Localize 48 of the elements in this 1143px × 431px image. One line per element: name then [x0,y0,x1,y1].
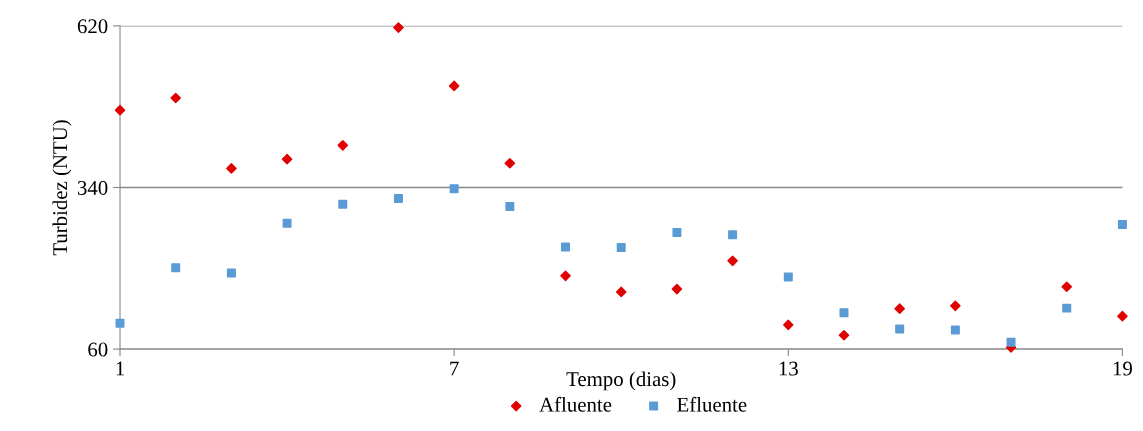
point [114,104,126,116]
x-tick-label: 19 [1113,361,1132,376]
point [950,300,961,312]
y-axis-title: Turbidez (NTU) [52,120,72,256]
point [1061,281,1073,293]
point [170,92,182,104]
point [281,153,293,165]
point [838,329,850,341]
legend-label: Efluente [677,396,747,412]
point [393,193,403,203]
point [672,228,682,238]
point [894,303,905,315]
point [393,22,404,33]
point [448,80,460,92]
point [727,255,738,267]
y-tick-label: 340 [77,180,108,195]
x-tick-label: 1 [116,361,124,376]
point [950,325,960,335]
point [782,319,794,331]
point [226,268,236,278]
y-tick-label: 60 [88,342,108,357]
point [615,286,627,298]
point [226,163,237,174]
point [1006,337,1016,347]
point [1117,219,1127,229]
point [728,230,738,240]
point [171,263,181,273]
x-tick-label: 7 [450,361,459,376]
point [338,199,348,209]
point [115,318,125,328]
legend-label: Afluente [539,396,612,412]
y-tick-label: 620 [77,19,108,34]
point [671,283,683,295]
x-tick-label: 13 [779,361,798,376]
point [282,218,292,228]
point [783,272,793,282]
point [839,308,849,318]
point [504,157,516,169]
point [561,242,571,252]
point [560,270,571,282]
point [505,202,515,212]
point [895,324,905,334]
point [1062,303,1072,313]
point [616,243,626,253]
point [449,184,459,194]
point [337,140,349,151]
point [1117,310,1128,322]
x-axis-title: Tempo (dias) [566,371,676,391]
